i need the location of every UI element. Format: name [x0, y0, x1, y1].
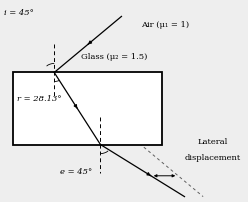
Text: displacement: displacement — [185, 153, 241, 161]
Text: Lateral: Lateral — [198, 137, 228, 145]
Text: Air (μ₁ = 1): Air (μ₁ = 1) — [141, 21, 189, 29]
Text: r = 28.13°: r = 28.13° — [17, 95, 62, 103]
Text: e = 45°: e = 45° — [60, 167, 93, 175]
Text: Glass (μ₂ = 1.5): Glass (μ₂ = 1.5) — [81, 53, 148, 61]
Text: i = 45°: i = 45° — [4, 9, 34, 17]
Bar — [13, 73, 162, 145]
